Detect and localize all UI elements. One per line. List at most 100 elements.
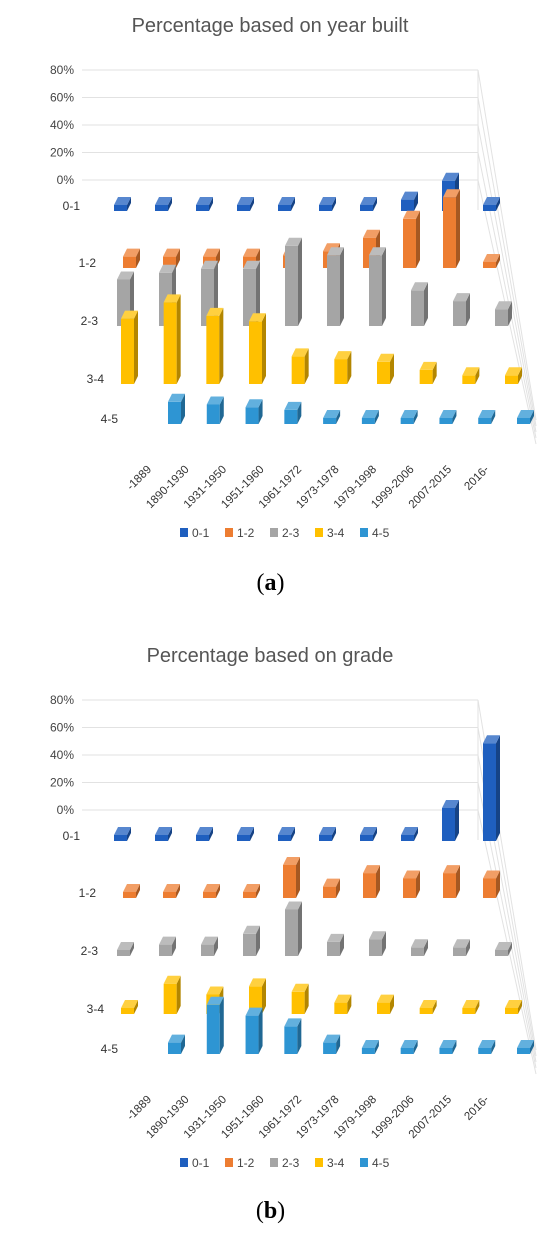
bar bbox=[505, 1000, 522, 1014]
legend: 0-1 1-2 2-3 3-4 4-5 bbox=[180, 1156, 390, 1170]
y-tick-label: 20% bbox=[50, 146, 74, 160]
bar bbox=[278, 827, 295, 841]
row-label: 0-1 bbox=[63, 199, 81, 213]
bar bbox=[114, 197, 131, 211]
bar bbox=[249, 978, 266, 1014]
bar bbox=[453, 939, 470, 956]
legend-label: 1-2 bbox=[237, 1156, 255, 1170]
legend-swatch bbox=[180, 1158, 188, 1167]
row-label: 1-2 bbox=[79, 256, 97, 270]
bar bbox=[411, 282, 428, 326]
side-gridline bbox=[477, 152, 537, 439]
y-tick-label: 40% bbox=[50, 118, 74, 132]
bar bbox=[442, 800, 459, 841]
chart-panel-b: Percentage based on grade 80% 60% 40% 20% 0% 0… bbox=[0, 630, 541, 1242]
bar bbox=[334, 351, 352, 384]
row-label: 2-3 bbox=[81, 314, 99, 328]
bar bbox=[291, 983, 309, 1014]
legend-label: 3-4 bbox=[327, 1156, 345, 1170]
caption-letter-b: b bbox=[263, 1198, 278, 1224]
bar bbox=[163, 248, 180, 268]
bar bbox=[478, 410, 496, 424]
chart-panel-a: Percentage based on year built 80% 60% 40% 2… bbox=[0, 0, 541, 612]
bar bbox=[121, 310, 138, 384]
bar bbox=[361, 1040, 379, 1054]
legend-swatch bbox=[360, 1158, 368, 1167]
bar bbox=[401, 191, 418, 211]
bar bbox=[243, 925, 260, 956]
bar bbox=[245, 399, 263, 424]
bar bbox=[123, 884, 140, 898]
bar bbox=[462, 367, 480, 384]
category-label: 2016- bbox=[462, 464, 491, 493]
chart-year-built: Percentage based on year built 80% 60% 40% 2… bbox=[50, 15, 537, 540]
side-gridline bbox=[477, 124, 537, 433]
legend-swatch bbox=[315, 528, 323, 537]
bar bbox=[517, 1040, 534, 1054]
legend-label: 4-5 bbox=[372, 1156, 390, 1170]
bar bbox=[117, 942, 134, 956]
bar bbox=[245, 1007, 263, 1054]
bar bbox=[360, 827, 377, 841]
row-label: 0-1 bbox=[63, 829, 81, 843]
y-tick-label: 20% bbox=[50, 776, 74, 790]
chart-grade: Percentage based on grade 80% 60% 40% 20% 0% 0… bbox=[50, 645, 537, 1170]
bar bbox=[196, 197, 213, 211]
caption-a: (a) bbox=[256, 570, 285, 596]
row-label: 4-5 bbox=[101, 412, 119, 426]
bar bbox=[462, 1000, 480, 1014]
row-label: 4-5 bbox=[101, 1042, 119, 1056]
bar bbox=[327, 933, 344, 956]
bar bbox=[400, 1040, 418, 1054]
legend: 0-1 1-2 2-3 3-4 4-5 bbox=[180, 526, 390, 540]
bar bbox=[483, 254, 500, 268]
bar bbox=[206, 307, 224, 384]
bar bbox=[283, 857, 300, 898]
legend-label: 3-4 bbox=[327, 526, 345, 540]
legend-item: 0-1 bbox=[180, 1156, 210, 1170]
bar bbox=[196, 827, 213, 841]
y-tick-label: 0% bbox=[57, 803, 75, 817]
legend-swatch bbox=[270, 1158, 278, 1167]
row-label: 3-4 bbox=[87, 1002, 105, 1016]
bar bbox=[483, 197, 500, 211]
legend-label: 0-1 bbox=[192, 526, 210, 540]
bar bbox=[206, 996, 224, 1054]
bar bbox=[377, 994, 394, 1014]
bar bbox=[363, 865, 380, 898]
bar bbox=[334, 994, 352, 1014]
category-label: 2016- bbox=[462, 1094, 491, 1123]
legend-swatch bbox=[315, 1158, 323, 1167]
legend-swatch bbox=[270, 528, 278, 537]
legend-label: 0-1 bbox=[192, 1156, 210, 1170]
bar bbox=[478, 1040, 496, 1054]
bar bbox=[419, 361, 437, 384]
bar bbox=[411, 939, 428, 956]
row-label: 3-4 bbox=[87, 372, 105, 386]
bar bbox=[401, 827, 418, 841]
bar bbox=[243, 884, 260, 898]
bar bbox=[400, 410, 418, 424]
y-tick-label: 60% bbox=[50, 721, 74, 735]
bar bbox=[201, 936, 218, 956]
bar bbox=[121, 1000, 138, 1014]
bar bbox=[361, 410, 379, 424]
legend-item: 4-5 bbox=[360, 1156, 390, 1170]
bar bbox=[206, 396, 224, 424]
bar bbox=[403, 210, 420, 268]
bar bbox=[483, 735, 500, 841]
bar bbox=[319, 827, 336, 841]
bar bbox=[237, 827, 254, 841]
legend-label: 2-3 bbox=[282, 526, 300, 540]
category-label: -1889 bbox=[125, 1094, 154, 1123]
bar bbox=[419, 1000, 437, 1014]
bar bbox=[243, 260, 260, 326]
bar bbox=[483, 870, 500, 898]
bar bbox=[403, 870, 420, 898]
bar bbox=[327, 247, 344, 326]
legend-item: 1-2 bbox=[225, 1156, 255, 1170]
y-tick-label: 80% bbox=[50, 63, 74, 77]
bar bbox=[443, 865, 460, 898]
bar bbox=[168, 393, 185, 424]
legend-label: 2-3 bbox=[282, 1156, 300, 1170]
